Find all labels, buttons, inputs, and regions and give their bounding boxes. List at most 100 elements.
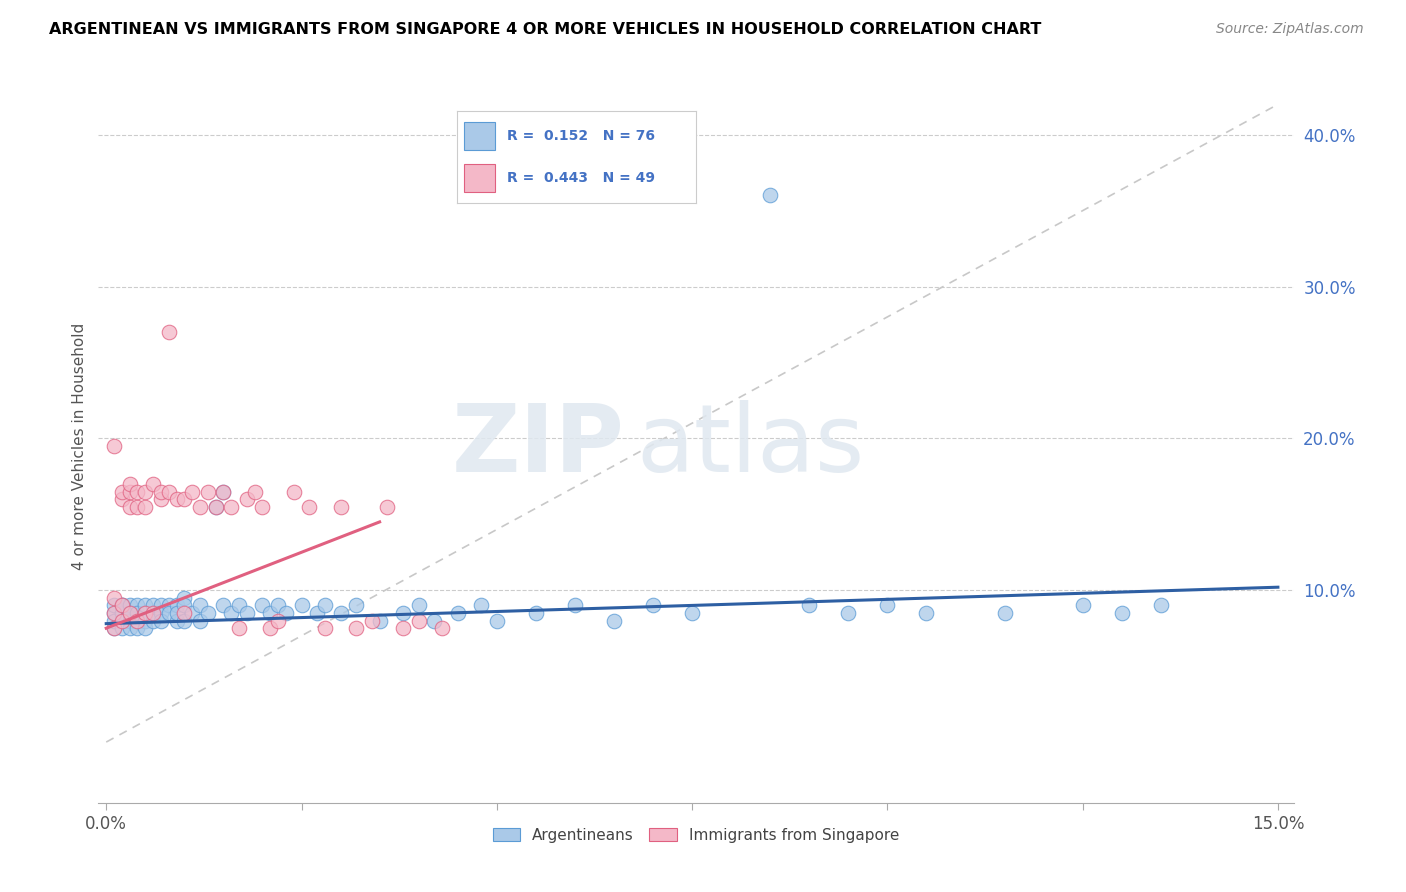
Point	[149, 599, 172, 613]
Point	[228, 599, 250, 613]
Point	[1111, 606, 1133, 620]
Point	[173, 599, 195, 613]
Point	[267, 614, 290, 628]
Point	[759, 188, 782, 202]
Point	[149, 614, 172, 628]
Point	[392, 621, 415, 635]
Text: ARGENTINEAN VS IMMIGRANTS FROM SINGAPORE 4 OR MORE VEHICLES IN HOUSEHOLD CORRELA: ARGENTINEAN VS IMMIGRANTS FROM SINGAPORE…	[49, 22, 1042, 37]
Point	[799, 599, 821, 613]
Point	[267, 599, 290, 613]
Point	[430, 621, 453, 635]
Point	[173, 606, 195, 620]
Point	[166, 492, 188, 507]
Point	[118, 484, 141, 499]
Point	[603, 614, 626, 628]
Point	[1071, 599, 1094, 613]
Point	[127, 614, 149, 628]
Point	[360, 614, 382, 628]
Point	[134, 500, 156, 514]
Point	[149, 492, 172, 507]
Point	[157, 599, 180, 613]
Legend: Argentineans, Immigrants from Singapore: Argentineans, Immigrants from Singapore	[486, 822, 905, 848]
Point	[329, 500, 352, 514]
Point	[228, 621, 250, 635]
Point	[344, 621, 367, 635]
Point	[259, 621, 281, 635]
Point	[252, 599, 274, 613]
Point	[173, 591, 195, 605]
Point	[219, 500, 242, 514]
Point	[134, 621, 156, 635]
Point	[134, 484, 156, 499]
Text: Source: ZipAtlas.com: Source: ZipAtlas.com	[1216, 22, 1364, 37]
Text: atlas: atlas	[637, 400, 865, 492]
Point	[166, 606, 188, 620]
Point	[142, 599, 165, 613]
Point	[127, 621, 149, 635]
Y-axis label: 4 or more Vehicles in Household: 4 or more Vehicles in Household	[72, 322, 87, 570]
Point	[118, 500, 141, 514]
Point	[423, 614, 446, 628]
Point	[142, 614, 165, 628]
Text: ZIP: ZIP	[451, 400, 624, 492]
Point	[314, 599, 336, 613]
Point	[111, 599, 134, 613]
Point	[197, 484, 219, 499]
Point	[252, 500, 274, 514]
Point	[329, 606, 352, 620]
Point	[134, 614, 156, 628]
Point	[157, 325, 180, 339]
Point	[149, 484, 172, 499]
Point	[377, 500, 399, 514]
Point	[236, 492, 259, 507]
Point	[118, 606, 141, 620]
Point	[103, 606, 125, 620]
Point	[298, 500, 321, 514]
Point	[564, 599, 586, 613]
Point	[118, 606, 141, 620]
Point	[111, 492, 134, 507]
Point	[157, 606, 180, 620]
Point	[915, 606, 938, 620]
Point	[166, 599, 188, 613]
Point	[118, 606, 141, 620]
Point	[103, 591, 125, 605]
Point	[212, 484, 235, 499]
Point	[127, 484, 149, 499]
Point	[259, 606, 281, 620]
Point	[447, 606, 470, 620]
Point	[127, 599, 149, 613]
Point	[111, 606, 134, 620]
Point	[236, 606, 259, 620]
Point	[197, 606, 219, 620]
Point	[243, 484, 266, 499]
Point	[134, 606, 156, 620]
Point	[111, 484, 134, 499]
Point	[290, 599, 312, 613]
Point	[524, 606, 547, 620]
Point	[103, 599, 125, 613]
Point	[111, 614, 134, 628]
Point	[111, 599, 134, 613]
Point	[641, 599, 664, 613]
Point	[314, 621, 336, 635]
Point	[127, 500, 149, 514]
Point	[188, 500, 211, 514]
Point	[181, 484, 204, 499]
Point	[212, 484, 235, 499]
Point	[274, 606, 297, 620]
Point	[127, 614, 149, 628]
Point	[134, 599, 156, 613]
Point	[173, 614, 195, 628]
Point	[118, 477, 141, 491]
Point	[142, 606, 165, 620]
Point	[149, 606, 172, 620]
Point	[111, 614, 134, 628]
Point	[103, 614, 125, 628]
Point	[142, 606, 165, 620]
Point	[111, 621, 134, 635]
Point	[681, 606, 703, 620]
Point	[188, 614, 211, 628]
Point	[134, 606, 156, 620]
Point	[837, 606, 859, 620]
